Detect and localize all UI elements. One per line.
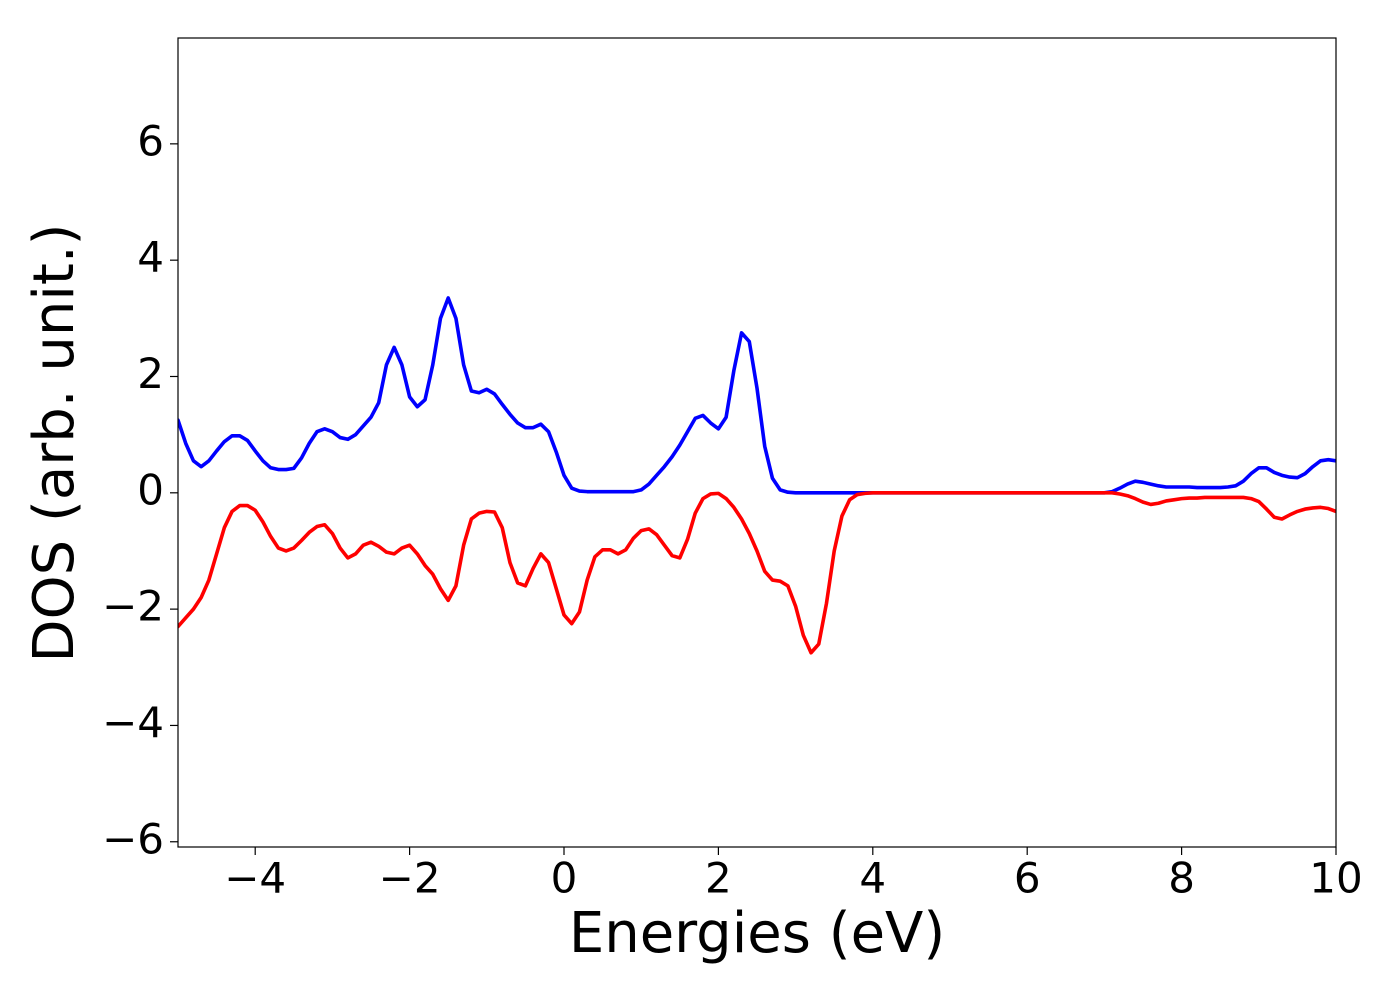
x-tick-label: 2 <box>705 854 732 903</box>
y-tick-label: 0 <box>137 465 164 514</box>
x-tick-label: 10 <box>1309 854 1362 903</box>
x-tick-label: 6 <box>1014 854 1041 903</box>
x-tick-label: 0 <box>551 854 578 903</box>
x-tick-label: 8 <box>1168 854 1195 903</box>
x-tick-label: −2 <box>379 854 441 903</box>
x-axis-label: Energies (eV) <box>569 901 945 966</box>
plot-lines <box>178 296 1336 655</box>
series-line <box>178 491 1336 655</box>
y-tick-label: −2 <box>102 582 164 631</box>
series-line <box>178 296 1336 495</box>
plot-frame <box>177 37 1337 848</box>
x-tick-label: 4 <box>859 854 886 903</box>
y-tick-label: −6 <box>102 814 164 863</box>
x-tick-label: −4 <box>224 854 286 903</box>
y-axis-label: DOS (arb. unit.) <box>22 223 87 662</box>
y-tick-label: 4 <box>137 233 164 282</box>
y-tick-label: −4 <box>102 698 164 747</box>
y-tick-label: 2 <box>137 349 164 398</box>
y-tick-label: 6 <box>137 116 164 165</box>
